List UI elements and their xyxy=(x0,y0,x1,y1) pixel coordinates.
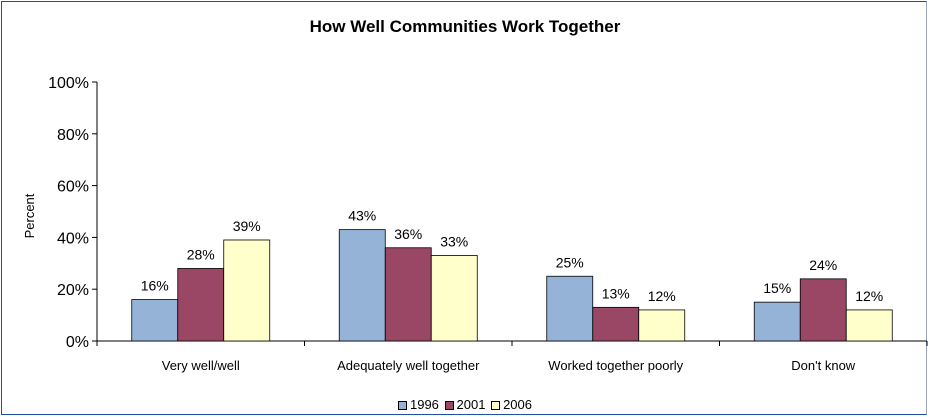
y-tick-label: 60% xyxy=(57,179,89,196)
data-label: 15% xyxy=(763,280,791,296)
x-tick-label: Very well/well xyxy=(162,358,240,373)
data-label: 12% xyxy=(855,288,883,304)
chart-title: How Well Communities Work Together xyxy=(309,17,621,36)
chart-data-labels: 16% 28% 39% 43% 36% 33% 25% 13% 12% 15% 24% 12% xyxy=(141,208,884,304)
bar-1996-1 xyxy=(338,229,386,342)
x-tick-label: Worked together poorly xyxy=(548,358,683,373)
legend-item-2001: 2001 xyxy=(444,397,486,412)
y-tick-label: 80% xyxy=(57,127,89,144)
legend-item-2006: 2006 xyxy=(491,397,532,412)
bar-1996-0 xyxy=(131,299,179,342)
bar-2001-0 xyxy=(177,268,225,342)
chart-axes: 0% 20% 40% 60% 80% 100% Very well/well Adequate… xyxy=(48,75,928,373)
y-tick-label: 0% xyxy=(66,334,89,351)
data-label: 43% xyxy=(348,208,376,224)
legend-item-1996: 1996 xyxy=(397,397,439,412)
bar-2006-1 xyxy=(430,255,478,342)
bar-2006-3 xyxy=(845,309,893,342)
bar-2006-0 xyxy=(223,239,271,342)
legend-label-2006: 2006 xyxy=(503,397,532,412)
bar-1996-2 xyxy=(546,275,594,342)
legend-label-1996: 1996 xyxy=(409,397,439,412)
y-tick-label: 40% xyxy=(57,230,89,247)
data-label: 16% xyxy=(141,278,169,294)
bar-1996-3 xyxy=(753,301,801,342)
bar-2001-3 xyxy=(799,278,847,342)
data-label: 28% xyxy=(187,246,215,262)
x-tick-label: Don't know xyxy=(791,358,856,373)
legend-label-2001: 2001 xyxy=(456,397,486,412)
legend-swatch-2001 xyxy=(444,401,454,410)
legend-swatch-2006 xyxy=(491,401,501,410)
data-label: 39% xyxy=(233,218,261,234)
data-label: 12% xyxy=(648,288,676,304)
legend-swatch-1996 xyxy=(397,401,407,410)
chart-legend: 1996 2001 2006 xyxy=(0,397,930,412)
x-tick-label: Adequately well together xyxy=(337,358,480,373)
y-tick-label: 20% xyxy=(57,282,89,299)
bar-2006-2 xyxy=(638,309,686,342)
bar-2001-2 xyxy=(592,306,640,342)
y-tick-label: 100% xyxy=(48,75,89,92)
chart-bars xyxy=(131,229,893,342)
data-label: 13% xyxy=(602,285,630,301)
bar-2001-1 xyxy=(384,247,432,342)
y-axis-label: Percent xyxy=(22,193,37,238)
data-label: 33% xyxy=(440,234,468,250)
data-label: 36% xyxy=(394,226,422,242)
data-label: 25% xyxy=(556,254,584,270)
data-label: 24% xyxy=(809,257,837,273)
